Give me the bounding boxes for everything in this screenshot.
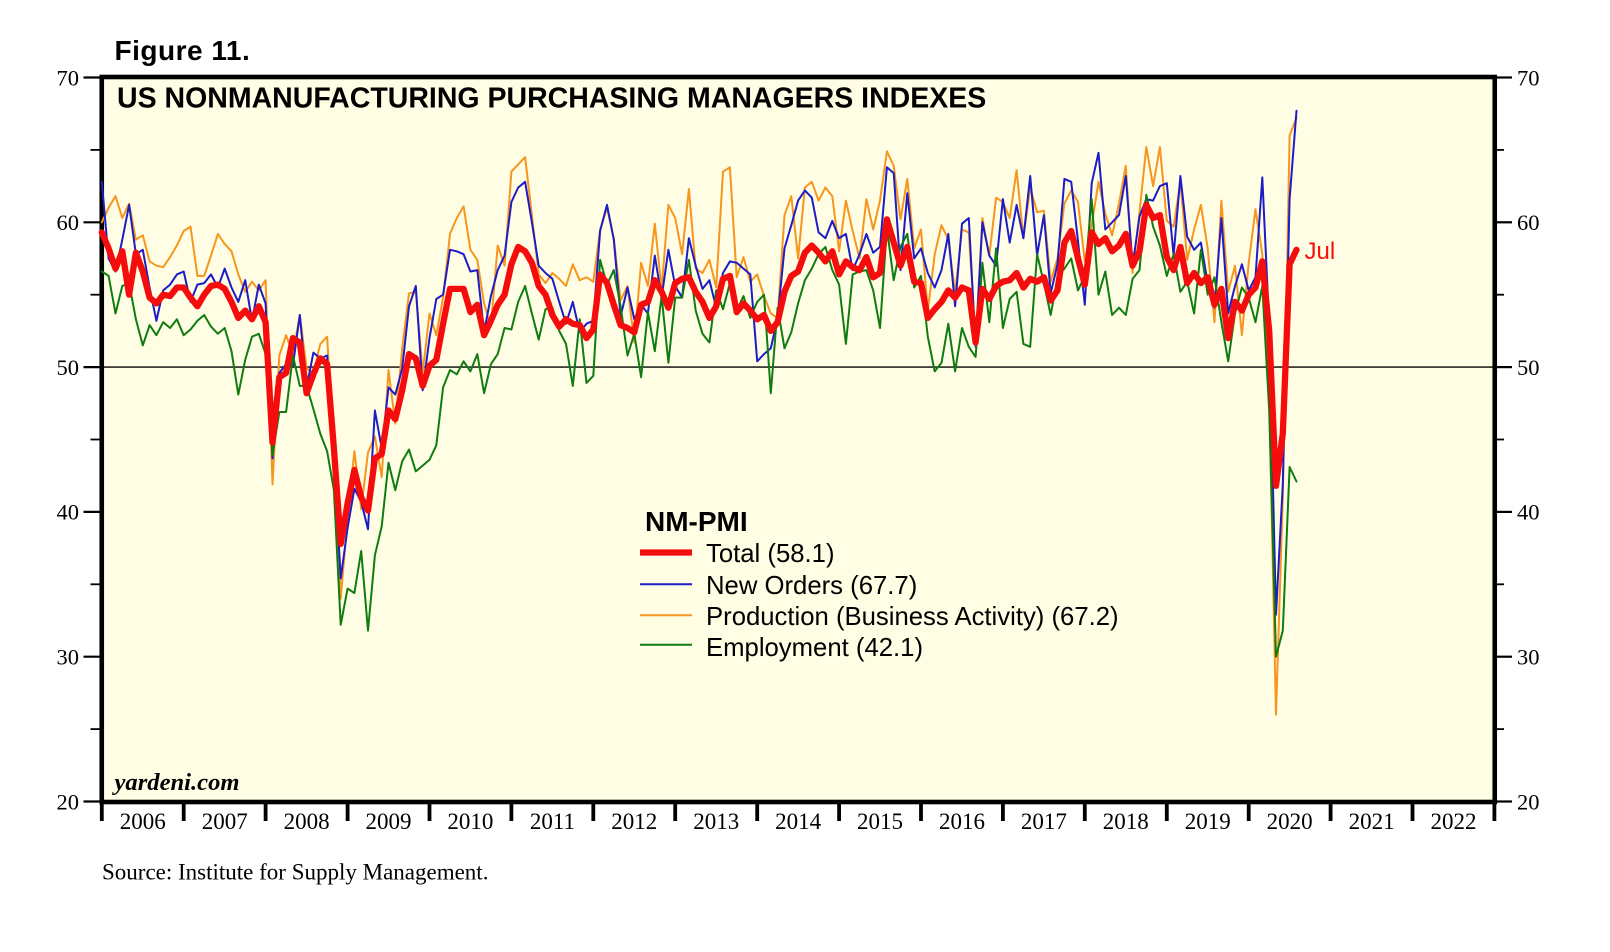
svg-text:50: 50 — [57, 355, 80, 380]
svg-text:2014: 2014 — [775, 809, 822, 834]
svg-text:20: 20 — [57, 789, 80, 814]
svg-text:60: 60 — [1517, 210, 1540, 235]
svg-text:Jul: Jul — [1305, 238, 1336, 265]
svg-text:2022: 2022 — [1431, 809, 1477, 834]
svg-text:New Orders (67.7): New Orders (67.7) — [706, 572, 917, 600]
svg-text:2021: 2021 — [1349, 809, 1395, 834]
svg-text:30: 30 — [1517, 645, 1540, 670]
svg-text:50: 50 — [1517, 355, 1540, 380]
svg-text:Employment (42.1): Employment (42.1) — [706, 634, 923, 662]
svg-text:2016: 2016 — [939, 809, 985, 834]
svg-text:70: 70 — [1517, 65, 1540, 90]
svg-text:70: 70 — [57, 65, 80, 90]
svg-text:US NONMANUFACTURING PURCHASING: US NONMANUFACTURING PURCHASING MANAGERS … — [117, 82, 986, 114]
svg-text:2018: 2018 — [1103, 809, 1149, 834]
svg-text:2010: 2010 — [447, 809, 493, 834]
svg-text:NM-PMI: NM-PMI — [645, 506, 748, 537]
svg-text:Figure 11.: Figure 11. — [115, 35, 251, 66]
svg-text:Source: Institute for Supply M: Source: Institute for Supply Management. — [102, 860, 488, 885]
svg-text:Production (Business Activity): Production (Business Activity) (67.2) — [706, 603, 1119, 631]
svg-text:Total (58.1): Total (58.1) — [706, 540, 835, 568]
svg-text:yardeni.com: yardeni.com — [112, 769, 240, 796]
svg-text:2019: 2019 — [1185, 809, 1231, 834]
svg-text:2013: 2013 — [693, 809, 739, 834]
svg-text:60: 60 — [57, 210, 80, 235]
svg-text:2015: 2015 — [857, 809, 903, 834]
svg-text:30: 30 — [57, 645, 80, 670]
svg-text:40: 40 — [57, 500, 80, 525]
svg-text:2012: 2012 — [611, 809, 657, 834]
svg-text:2008: 2008 — [284, 809, 330, 834]
svg-text:2020: 2020 — [1267, 809, 1313, 834]
svg-text:2011: 2011 — [530, 809, 575, 834]
svg-text:2006: 2006 — [120, 809, 166, 834]
svg-text:2009: 2009 — [366, 809, 412, 834]
svg-text:2017: 2017 — [1021, 809, 1067, 834]
svg-text:40: 40 — [1517, 500, 1540, 525]
svg-text:2007: 2007 — [202, 809, 248, 834]
svg-text:20: 20 — [1517, 789, 1540, 814]
